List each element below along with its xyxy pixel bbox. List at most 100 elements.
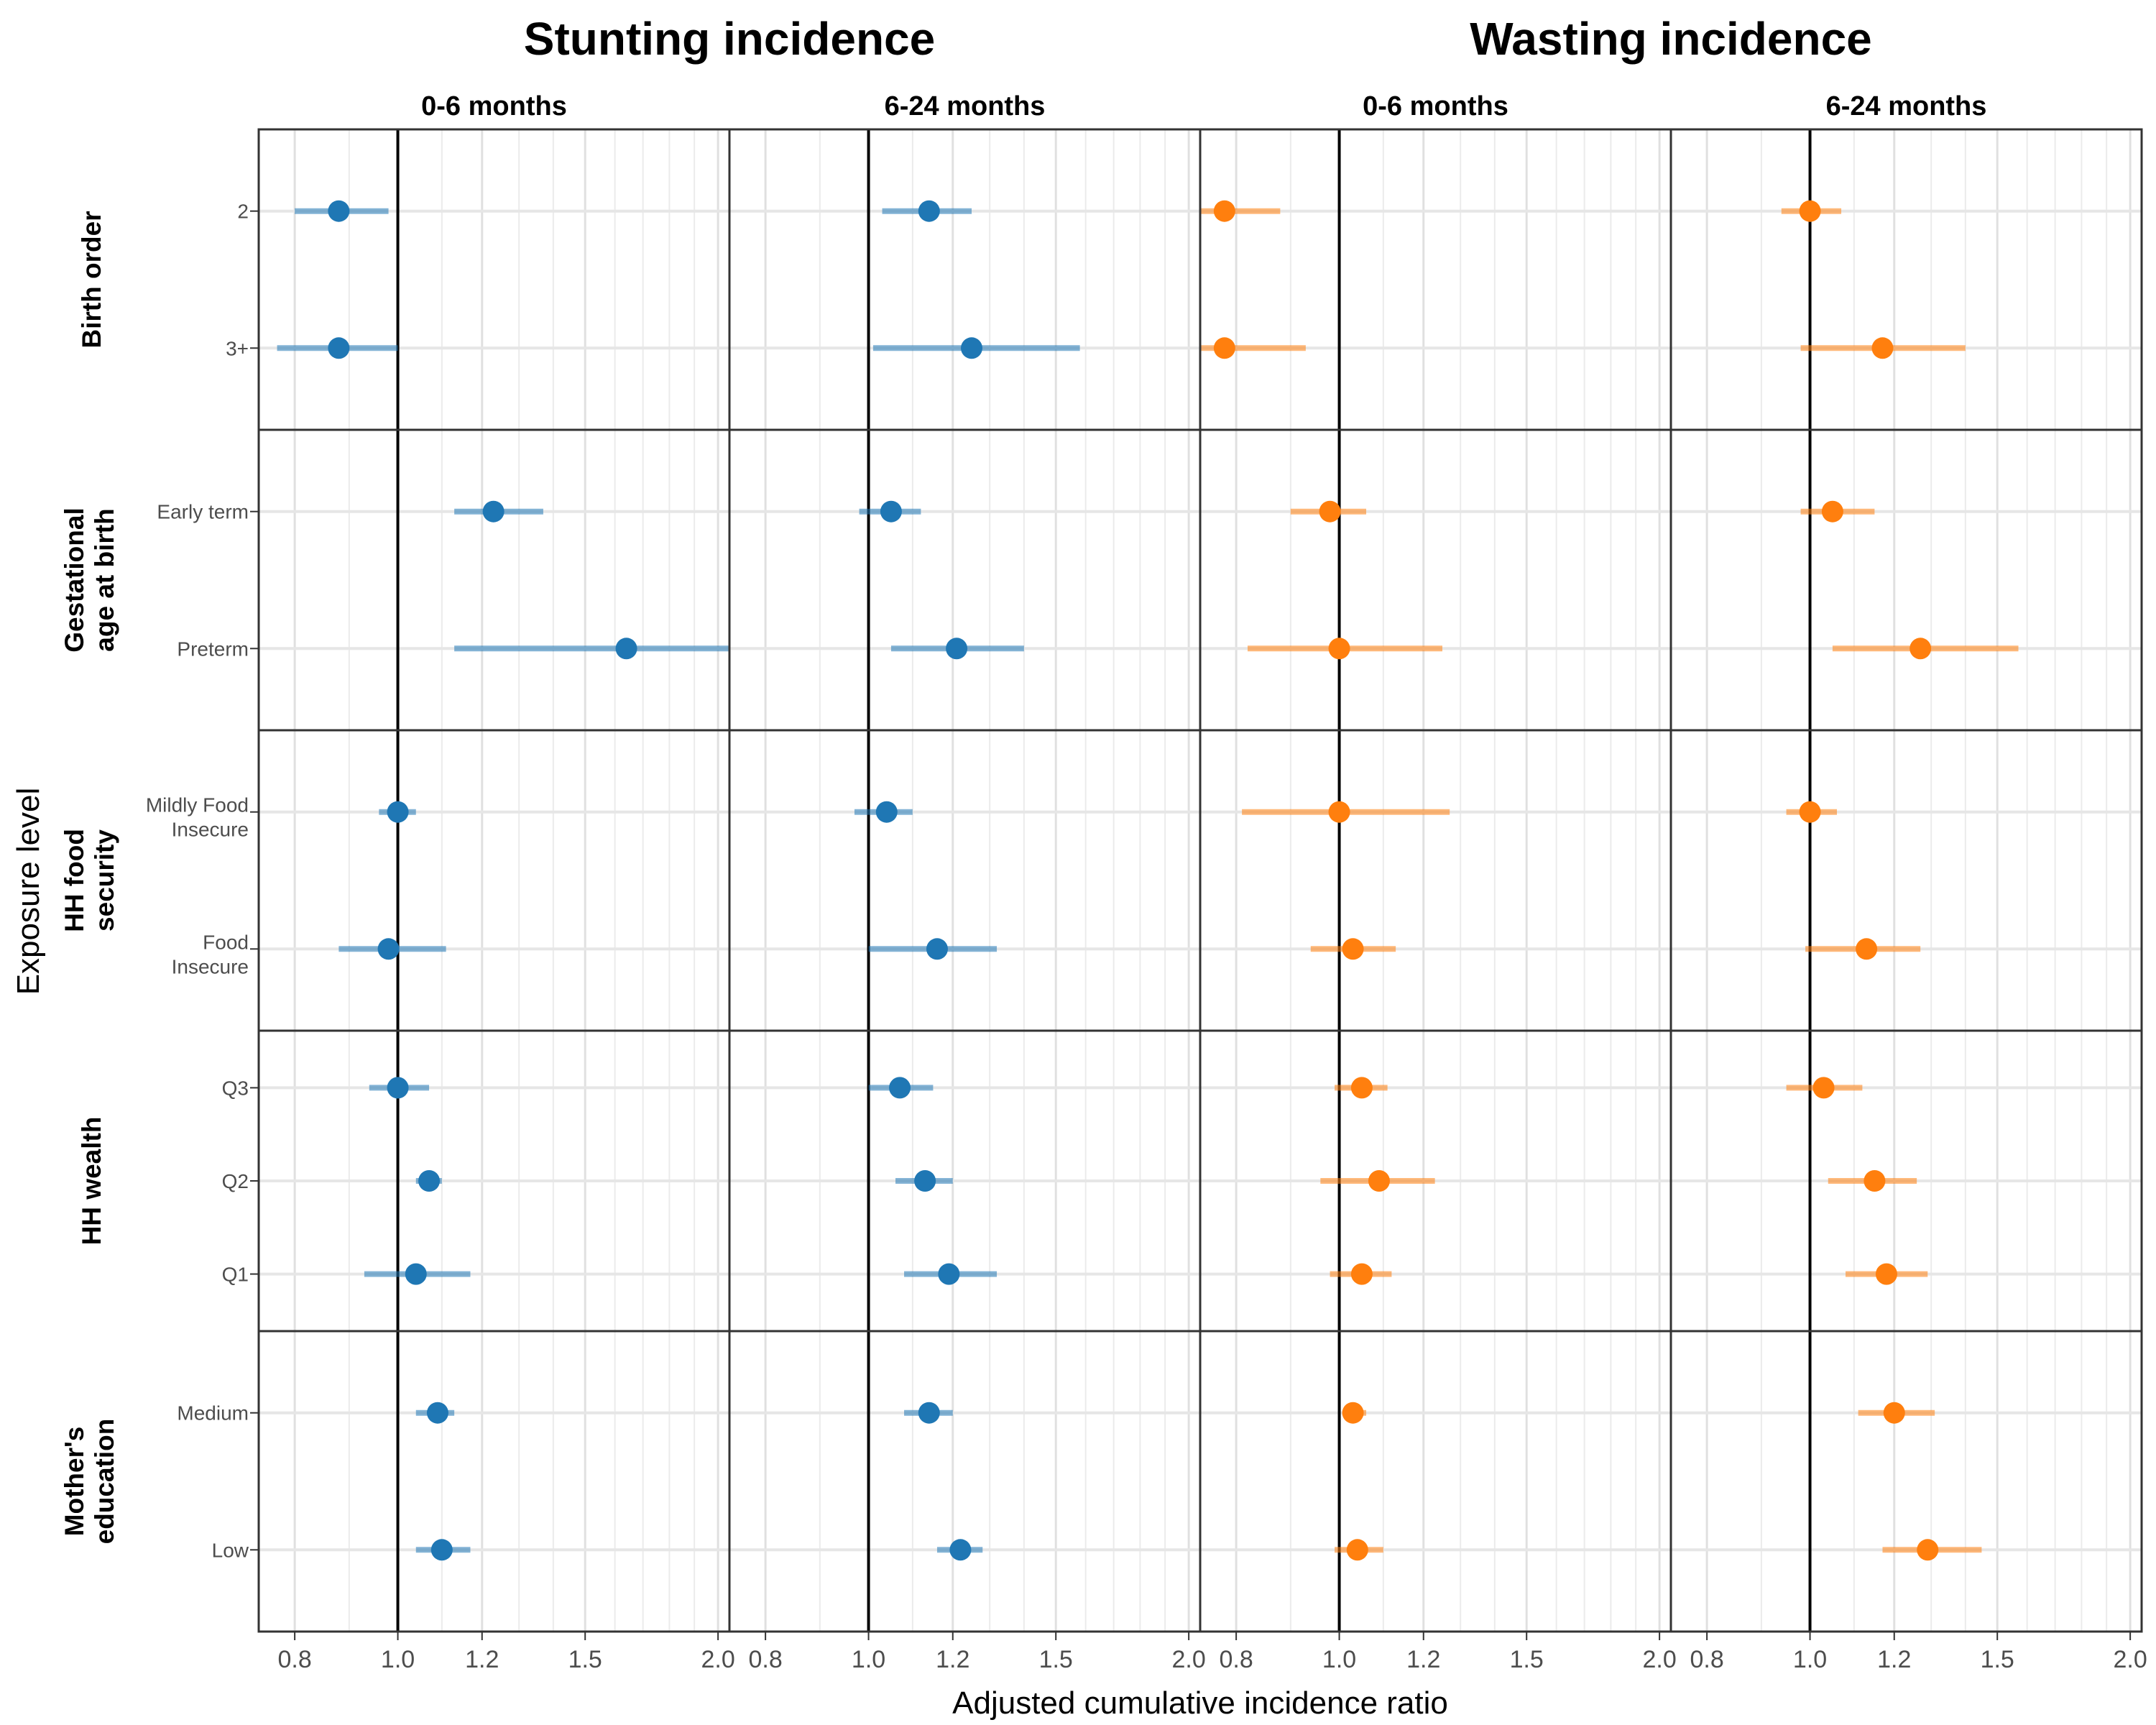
point-estimate — [1856, 938, 1878, 960]
point-estimate — [946, 638, 968, 660]
point-estimate — [875, 801, 898, 823]
point-estimate — [387, 801, 409, 823]
point-estimate — [914, 1170, 936, 1192]
y-tick-line: Low — [212, 1539, 249, 1561]
row-strip-line: age at birth — [90, 508, 119, 651]
y-tick-label: 2 — [237, 201, 249, 223]
panel — [728, 1029, 1202, 1333]
y-tick-line: Q1 — [222, 1264, 249, 1286]
point-estimate — [482, 500, 505, 523]
point-estimate — [938, 1263, 960, 1285]
x-tick-label: 1.5 — [1981, 1646, 2014, 1673]
point-estimate — [926, 938, 948, 960]
panel — [728, 1330, 1202, 1633]
point-estimate — [960, 337, 982, 359]
y-axis-label: Exposure level — [11, 788, 46, 995]
x-tick-label: 1.0 — [1793, 1646, 1827, 1673]
x-tick-label: 2.0 — [2113, 1646, 2147, 1673]
column-strips: 0-6 months 6-24 months 0-6 months 6-24 mont… — [421, 91, 1986, 121]
x-tick-label: 2.0 — [1171, 1646, 1205, 1673]
panel-border — [1669, 428, 2143, 732]
y-tick-label: Mildly Food Insecure — [146, 794, 249, 841]
panel — [257, 1330, 731, 1633]
column-strip-label: 0-6 months — [421, 91, 567, 121]
panel-border — [1669, 128, 2143, 431]
point-estimate — [426, 1402, 448, 1424]
y-tick-line: Mildly Food — [146, 794, 249, 816]
point-estimate — [377, 938, 400, 960]
x-tick-label: 2.0 — [1642, 1646, 1676, 1673]
y-tick-line: 2 — [237, 201, 249, 223]
point-estimate — [1328, 801, 1350, 823]
point-estimate — [1799, 200, 1821, 222]
x-tick-label: 1.2 — [1877, 1646, 1911, 1673]
panel-border — [257, 1330, 731, 1633]
point-estimate — [1909, 638, 1932, 660]
x-tick-label: 0.8 — [1219, 1646, 1253, 1673]
panel — [728, 428, 1202, 732]
y-tick-line: Medium — [177, 1402, 249, 1425]
point-estimate — [1368, 1170, 1390, 1192]
panel — [1199, 729, 1672, 1032]
point-estimate — [1319, 500, 1341, 523]
point-estimate — [1342, 1402, 1364, 1424]
x-tick-label: 1.2 — [1406, 1646, 1440, 1673]
panel — [1669, 1330, 2143, 1633]
row-strips: Birth order Gestationalage at birth HH foo… — [60, 211, 119, 1544]
y-tick-label: Food Insecure — [172, 931, 249, 978]
y-tick-label: Early term — [157, 501, 249, 523]
x-tick-label: 1.2 — [936, 1646, 969, 1673]
y-tick-label: Q2 — [222, 1170, 249, 1192]
panel — [1669, 729, 2143, 1032]
y-tick-label: Q3 — [222, 1077, 249, 1099]
row-strip-label: HH wealth — [77, 1117, 106, 1246]
x-tick-label: 1.0 — [852, 1646, 885, 1673]
column-strip-label: 6-24 months — [1826, 91, 1987, 121]
panel-border — [1669, 729, 2143, 1032]
panel — [257, 1029, 731, 1333]
row-strip-line: security — [90, 829, 119, 932]
point-estimate — [328, 337, 350, 359]
panel — [728, 729, 1202, 1032]
y-tick-line: Food — [203, 931, 249, 953]
y-tick-label: Low — [212, 1539, 249, 1561]
outcome-title: Stunting incidence — [524, 13, 935, 65]
panel — [1199, 1029, 1672, 1333]
panel-border — [728, 428, 1202, 732]
point-estimate — [1213, 337, 1235, 359]
x-tick-label: 1.0 — [381, 1646, 415, 1673]
y-tick-label: 3+ — [226, 337, 249, 359]
panel — [1669, 128, 2143, 431]
x-tick-label: 0.8 — [1690, 1646, 1723, 1673]
point-estimate — [1821, 500, 1843, 523]
panel-border — [728, 128, 1202, 431]
y-tick-line: Early term — [157, 501, 249, 523]
panel — [1669, 1029, 2143, 1333]
outcome-titles: Stunting incidence Wasting incidence — [524, 13, 1872, 65]
x-tick-labels: 0.8 1.0 1.2 1.5 2.0 0.8 1.0 1.2 1.5 2.0 0.8 1.0 1.2 1… — [277, 1632, 2147, 1673]
point-estimate — [889, 1077, 911, 1099]
row-strip-line: HH wealth — [77, 1117, 106, 1246]
point-estimate — [1871, 337, 1894, 359]
point-estimate — [405, 1263, 427, 1285]
panel-border — [257, 428, 731, 732]
panel — [257, 128, 731, 431]
panel — [1199, 1330, 1672, 1633]
column-strip-label: 6-24 months — [885, 91, 1046, 121]
point-estimate — [1917, 1539, 1939, 1561]
x-tick-label: 1.5 — [568, 1646, 602, 1673]
panel — [728, 128, 1202, 431]
panel-border — [728, 729, 1202, 1032]
y-tick-line: 3+ — [226, 337, 249, 359]
point-estimate — [1342, 938, 1364, 960]
panel — [257, 729, 731, 1032]
panel-border — [1199, 1330, 1672, 1633]
panel-border — [1199, 128, 1672, 431]
panel — [1669, 428, 2143, 732]
y-tick-line: Insecure — [172, 819, 249, 841]
point-estimate — [1213, 200, 1235, 222]
point-estimate — [615, 638, 637, 660]
panel-border — [728, 1330, 1202, 1633]
y-tick-line: Q3 — [222, 1077, 249, 1099]
panel-border — [1199, 428, 1672, 732]
